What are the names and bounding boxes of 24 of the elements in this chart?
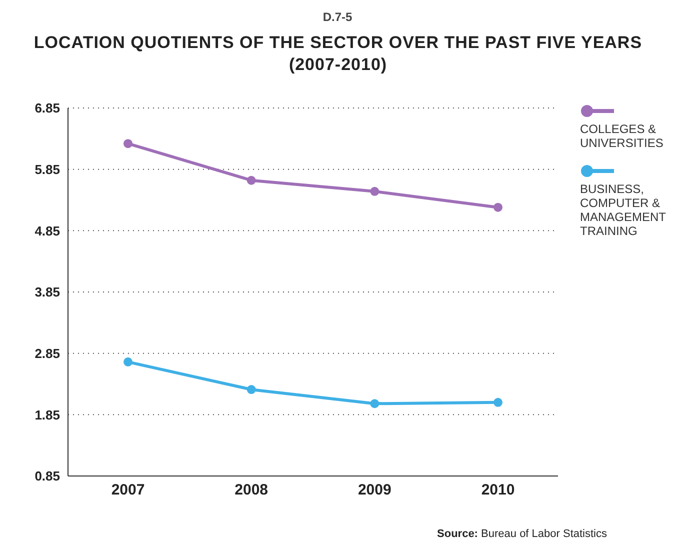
point (124, 357, 132, 366)
x-tick-label: 2010 (481, 482, 515, 499)
x-tick-label: 2008 (234, 482, 268, 499)
x-tick-label: 2009 (358, 482, 392, 499)
legend-label: COLLEGES & UNIVERSITIES (580, 122, 664, 150)
point (494, 398, 502, 407)
legend-label: BUSINESS, COMPUTER & MANAGEMENT TRAINING (580, 182, 667, 238)
y-tick-label: 4.85 (34, 223, 60, 238)
point (124, 139, 132, 148)
point (246, 385, 256, 394)
chart-title: LOCATION QUOTIENTS OF THE SECTOR OVER THE PAST FIVE YEARS (2007-2010) (32, 32, 644, 76)
y-tick-label: 5.85 (34, 162, 60, 177)
point (370, 399, 380, 408)
chart-subtitle: D.7-5 (322, 10, 354, 24)
y-tick-label: 3.85 (34, 284, 60, 300)
y-tick-label: 6.85 (34, 100, 60, 116)
point (246, 176, 256, 185)
point (494, 202, 502, 212)
point (370, 186, 380, 196)
y-tick-label: 1.85 (34, 407, 60, 422)
x-tick-label: 2007 (111, 482, 145, 499)
source-note: Source: Bureau of Labor Statistics (437, 528, 607, 540)
y-tick-label: 2.85 (34, 346, 60, 361)
y-tick-label: 0.85 (34, 468, 60, 484)
